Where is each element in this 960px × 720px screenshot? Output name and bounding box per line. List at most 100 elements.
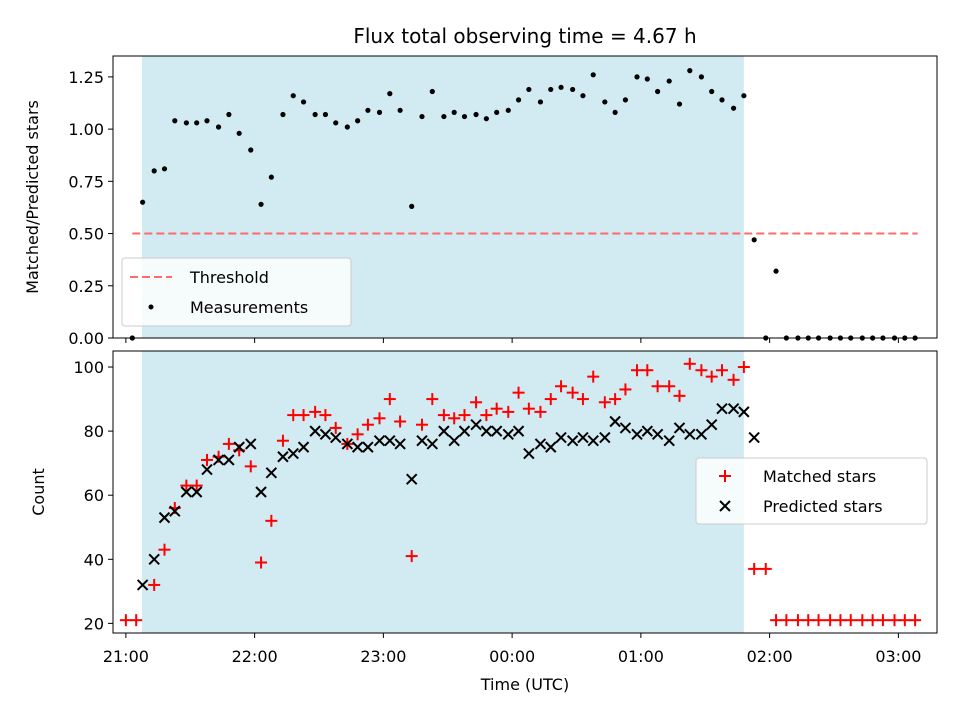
- measurement-point: [441, 113, 447, 120]
- measurement-point: [473, 111, 479, 118]
- matched-star-point: [490, 402, 503, 415]
- predicted-star-point: [277, 451, 289, 463]
- matched-star-point: [244, 460, 257, 473]
- matched-star-point: [522, 402, 535, 415]
- measurement-point: [312, 111, 318, 118]
- predicted-star-point: [577, 431, 589, 444]
- measurement-point: [494, 109, 500, 115]
- predicted-star-point: [458, 425, 471, 437]
- matched-star-point: [502, 405, 515, 418]
- matched-star-point: [394, 415, 407, 428]
- y-tick-label: 0.50: [68, 225, 104, 244]
- bottom-legend: Matched stars Predicted stars: [695, 457, 928, 525]
- matched-star-point: [309, 405, 322, 418]
- count-panel: 20 40 60 80 100 21:00 22:00 23:00 00:00 01:00 02:…: [29, 350, 938, 694]
- predicted-star-point: [716, 402, 728, 415]
- legend-threshold-label: Threshold: [189, 268, 269, 287]
- measurement-point: [730, 105, 737, 111]
- matched-star-point: [180, 479, 193, 492]
- matched-star-point: [480, 409, 493, 422]
- top-axes-frame: [112, 55, 938, 339]
- chart-title: Flux total observing time = 4.67 h: [353, 24, 696, 48]
- predicted-star-point: [148, 553, 160, 566]
- x-tick-label: 21:00: [103, 647, 149, 666]
- predicted-star-point: [319, 428, 332, 441]
- predicted-star-point: [212, 454, 225, 466]
- measurement-point: [741, 93, 747, 99]
- x-tick-label: 23:00: [360, 647, 406, 666]
- y-tick-label: 40: [84, 550, 104, 569]
- matched-star-point: [748, 562, 761, 575]
- measurement-point: [280, 111, 286, 118]
- matched-star-point: [544, 393, 557, 406]
- predicted-star-point: [502, 428, 514, 441]
- measurement-point: [387, 91, 393, 97]
- predicted-star-point: [158, 511, 171, 524]
- matched-star-point: [812, 614, 825, 627]
- measurement-point: [719, 97, 725, 103]
- legend-predicted-marker: [719, 500, 731, 512]
- legend-predicted-label: Predicted stars: [763, 497, 883, 516]
- matched-star-point: [222, 437, 235, 450]
- measurement-point: [751, 237, 757, 243]
- matched-star-point: [534, 405, 547, 418]
- matched-star-point: [351, 428, 364, 441]
- predicted-star-point: [599, 431, 611, 444]
- measurement-point: [612, 109, 618, 115]
- legend-measurements-label: Measurements: [190, 298, 308, 317]
- matched-star-point: [130, 614, 143, 627]
- measurement-point: [676, 101, 683, 107]
- predicted-star-point: [136, 579, 149, 591]
- predicted-star-point: [297, 441, 310, 453]
- bottom-y-axis-label: Count: [29, 468, 48, 516]
- y-tick-label: 0.25: [68, 277, 104, 296]
- predicted-star-points: [136, 402, 760, 591]
- measurement-points: [129, 68, 918, 341]
- measurement-point: [655, 88, 661, 95]
- measurement-point: [215, 124, 222, 130]
- matched-star-point: [727, 373, 740, 386]
- measurement-point: [483, 116, 489, 122]
- predicted-star-point: [480, 425, 493, 437]
- matched-star-point: [898, 614, 911, 627]
- measurement-point: [666, 78, 672, 84]
- predicted-star-point: [555, 431, 567, 444]
- top-legend-box: [121, 257, 352, 327]
- measurement-point: [140, 199, 146, 205]
- matched-star-point: [416, 418, 428, 431]
- matched-star-point: [834, 614, 847, 627]
- matched-star-point: [609, 393, 622, 406]
- matched-star-point: [770, 614, 783, 627]
- matched-star-point: [866, 614, 879, 627]
- observing-window-shade: [141, 351, 744, 633]
- matched-star-point: [276, 434, 289, 447]
- measurement-point: [548, 86, 554, 93]
- bottom-y-ticks: 20 40 60 80 100: [73, 358, 113, 633]
- top-x-ticks: [125, 338, 899, 343]
- predicted-star-point: [384, 435, 396, 447]
- matched-star-point: [361, 418, 374, 431]
- predicted-star-point: [609, 415, 621, 428]
- top-y-axis-label: Matched/Predicted stars: [23, 100, 42, 294]
- bottom-axes-frame: [112, 350, 938, 634]
- predicted-star-point: [684, 428, 696, 441]
- predicted-star-point: [245, 438, 257, 450]
- x-tick-label: 03:00: [875, 647, 921, 666]
- y-tick-label: 100: [73, 358, 104, 377]
- predicted-star-point: [201, 463, 213, 476]
- predicted-star-point: [373, 435, 386, 447]
- measurement-point: [290, 93, 296, 99]
- matched-star-point: [566, 386, 579, 399]
- measurement-point: [258, 201, 264, 207]
- predicted-star-point: [341, 438, 354, 450]
- matched-star-point: [705, 370, 718, 383]
- predicted-star-point: [673, 422, 686, 434]
- x-tick-label: 22:00: [232, 647, 278, 666]
- matched-star-point: [683, 357, 696, 370]
- matched-star-point: [329, 421, 342, 434]
- measurement-point: [365, 107, 371, 113]
- measurement-point: [526, 86, 532, 93]
- matched-star-point: [888, 614, 901, 627]
- predicted-star-point: [309, 425, 321, 437]
- measurement-point: [376, 109, 383, 115]
